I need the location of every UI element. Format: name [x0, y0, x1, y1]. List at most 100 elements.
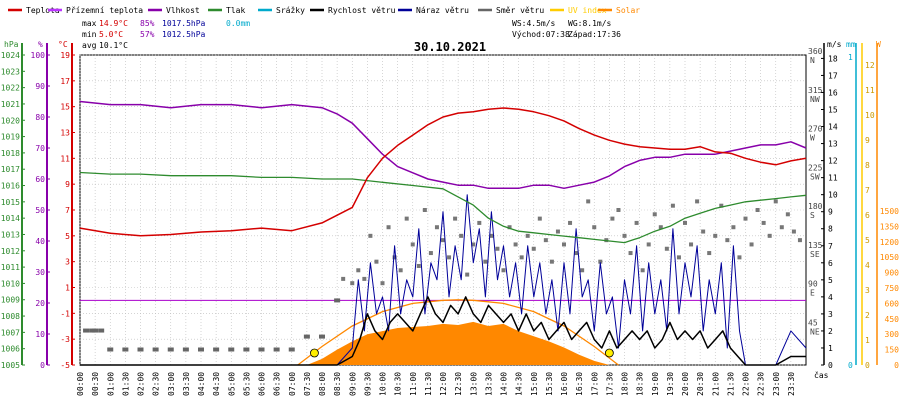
legend: Teplota Přízemní teplota Vlhkost Tlak Srážky… — [8, 6, 640, 15]
wind-axis-unit: m/s — [827, 40, 842, 49]
wind-dir-point — [791, 229, 796, 234]
stat-avg-temp: 10.1°C — [99, 41, 128, 50]
wind-dir-point — [334, 298, 341, 303]
pressure-tick-label: 1020 — [1, 116, 20, 125]
rain-axis-unit: mm — [846, 40, 856, 49]
pressure-tick-label: 1019 — [1, 133, 20, 142]
temperature-tick-label: -3 — [60, 335, 70, 344]
x-tick-label: 18:30 — [636, 372, 645, 396]
temperature-tick-label: 19 — [60, 51, 70, 60]
chart-title: 30.10.2021 — [414, 40, 486, 54]
x-tick-label: 08:30 — [333, 372, 342, 396]
wind-dir-point — [447, 255, 452, 260]
x-tick-label: 19:00 — [651, 372, 660, 396]
x-tick-label: 08:00 — [318, 372, 327, 396]
stat-max-rain: 0.0mm — [226, 19, 250, 28]
wind-dir-point — [701, 229, 706, 234]
wind-dir-point — [392, 255, 397, 260]
wind-dir-point — [725, 238, 730, 243]
stat-max-temp: 14.9°C — [99, 19, 128, 28]
solar-tick-label: 0 — [894, 361, 899, 370]
wind-dir-point — [767, 233, 772, 238]
wind-tick-label: 18 — [828, 54, 838, 63]
x-tick-label: 11:00 — [409, 372, 418, 396]
gust-line — [80, 194, 807, 366]
pressure-tick-label: 1009 — [1, 296, 20, 305]
x-tick-label: 06:00 — [258, 372, 267, 396]
temperature-tick-label: 7 — [65, 206, 70, 215]
wind-dir-point — [646, 242, 651, 247]
x-tick-label: 10:00 — [379, 372, 388, 396]
wind-tick-label: 16 — [828, 88, 838, 97]
legend-label: Směr větru — [496, 6, 544, 15]
wind-tick-label: 3 — [828, 310, 833, 319]
wind-dir-point — [749, 242, 754, 247]
x-tick-label: 13:00 — [469, 372, 478, 396]
wind-tick-label: 13 — [828, 140, 838, 149]
x-tick-label: 18:00 — [621, 372, 630, 396]
wind-dir-point — [719, 203, 724, 208]
x-tick-label: 15:00 — [530, 372, 539, 396]
pressure-tick-label: 1006 — [1, 345, 20, 354]
solar-tick-label: 750 — [885, 284, 900, 293]
uv-tick-label: 4 — [865, 261, 870, 270]
pressure-tick-label: 1010 — [1, 279, 20, 288]
wind-dir-point — [670, 203, 675, 208]
uv-tick-label: 10 — [865, 111, 875, 120]
pressure-tick-label: 1016 — [1, 182, 20, 191]
direction-tick-label: 180 — [808, 202, 823, 211]
wind-dir-point — [374, 259, 379, 264]
wind-dir-point — [471, 242, 476, 247]
pressure-tick-label: 1017 — [1, 165, 20, 174]
stat-avg-label: avg — [82, 41, 97, 50]
direction-name-label: SE — [810, 250, 820, 259]
humidity-tick-label: 80 — [35, 113, 45, 122]
pressure-tick-label: 1023 — [1, 67, 20, 76]
stat-ws: WS:4.5m/s — [512, 19, 556, 28]
x-tick-label: 00:30 — [91, 372, 100, 396]
wind-dir-point — [258, 347, 265, 352]
humidity-tick-label: 20 — [35, 299, 45, 308]
x-tick-label: 07:00 — [288, 372, 297, 396]
uv-tick-label: 1 — [865, 336, 870, 345]
wind-dir-point — [634, 220, 639, 225]
uv-tick-label: 3 — [865, 286, 870, 295]
solar-tick-label: 1350 — [880, 222, 899, 231]
wind-dir-point — [398, 268, 403, 273]
left-axes: hPa1005100610071008100910101011101210131… — [1, 40, 75, 370]
uv-tick-label: 8 — [865, 161, 870, 170]
direction-name-label: S — [810, 211, 815, 220]
wind-tick-label: 14 — [828, 123, 838, 132]
solar-tick-label: 1050 — [880, 253, 899, 262]
wind-dir-point — [785, 212, 790, 217]
legend-label: Teplota — [26, 6, 60, 15]
x-axis-label: čas — [814, 370, 829, 380]
solar-tick-label: 1200 — [880, 238, 899, 247]
wind-dir-point — [652, 212, 657, 217]
wind-dir-point — [350, 281, 355, 286]
temperature-axis-unit: °C — [58, 40, 68, 49]
stat-min-label: min — [82, 30, 97, 39]
x-tick-label: 23:00 — [772, 372, 781, 396]
wind-dir-point — [495, 246, 500, 251]
x-tick-label: 02:00 — [137, 372, 146, 396]
legend-label: Tlak — [226, 6, 245, 15]
legend-label: Vlhkost — [166, 6, 200, 15]
solar-max-line — [297, 299, 619, 366]
direction-tick-label: 315 — [808, 86, 823, 95]
wind-dir-point — [707, 251, 712, 256]
temperature-tick-label: 3 — [65, 258, 70, 267]
wind-tick-label: 6 — [828, 259, 833, 268]
wind-dir-point — [182, 347, 189, 352]
rain-tick-label: 1 — [848, 53, 853, 62]
direction-tick-label: 270 — [808, 125, 823, 134]
solar-area — [306, 321, 610, 365]
uv-tick-label: 12 — [865, 61, 875, 70]
legend-label: UV index — [568, 6, 607, 15]
x-tick-label: 07:30 — [303, 372, 312, 396]
wind-dir-point — [689, 242, 694, 247]
wind-dir-point — [598, 259, 603, 264]
wind-dir-point — [610, 216, 615, 221]
x-tick-label: 01:00 — [106, 372, 115, 396]
